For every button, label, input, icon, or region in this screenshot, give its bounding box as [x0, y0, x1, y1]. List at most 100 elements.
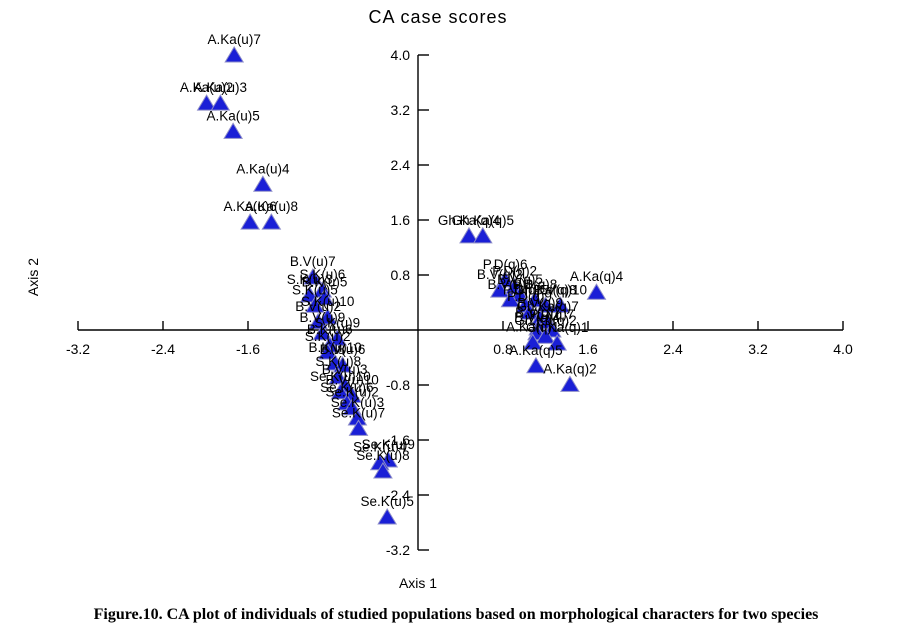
data-point-label: A.Ka(u)5	[206, 108, 259, 123]
data-point-label: B.V(u)10	[325, 372, 378, 387]
data-point-label: S.K(u)8	[315, 354, 361, 369]
data-point-label: B.V(u)6	[320, 342, 366, 357]
data-point-marker	[240, 213, 261, 230]
data-point-marker	[317, 307, 338, 325]
data-point-marker	[196, 94, 217, 111]
data-point-marker	[560, 375, 580, 392]
x-tick-label: 4.0	[833, 341, 853, 357]
y-tick-label: -1.6	[386, 432, 410, 448]
data-point-label: S.K(u)2	[305, 329, 351, 344]
data-point-marker	[550, 296, 571, 313]
data-point-label: S.K(u)3	[287, 272, 333, 287]
data-point-label: Gh.Ka(q)8	[514, 282, 576, 297]
data-point-label: B.K(u)10	[308, 340, 361, 355]
data-point-marker	[547, 334, 568, 351]
y-tick-label: -3.2	[386, 542, 410, 558]
data-point-label: A.Ka(u)6	[223, 199, 276, 214]
data-point-label: A.Ka(u)2	[180, 80, 233, 95]
data-point-label: B.V(u)3	[322, 362, 368, 377]
y-tick-label: 2.4	[391, 157, 411, 173]
data-point-label: Se.K(u)9	[362, 437, 415, 452]
x-tick-label: -3.2	[66, 341, 90, 357]
data-point-marker	[535, 296, 556, 313]
x-tick-label: 3.2	[748, 341, 768, 357]
data-point-marker	[224, 46, 245, 63]
data-point-label: A.Ka(u)7	[208, 32, 261, 47]
data-point-label: Se.K(u)5	[361, 494, 414, 509]
x-tick-label: -1.6	[236, 341, 260, 357]
data-point-label: B.K(u)6	[307, 322, 353, 337]
y-tick-label: -2.4	[386, 487, 410, 503]
y-tick-label: 3.2	[391, 102, 411, 118]
data-point-label: Gh.Ka(q)5	[452, 213, 514, 228]
y-tick-label: -0.8	[386, 377, 410, 393]
x-axis-title: Axis 1	[398, 575, 438, 591]
data-point-label: A.Ka(q)1	[506, 319, 559, 334]
data-point-marker	[223, 122, 244, 139]
data-point-label: Se.K(u)8	[356, 448, 409, 463]
data-point-label: B.V(q)8	[488, 277, 534, 292]
data-point-label: Gh.Ka(q)7	[516, 299, 578, 314]
data-point-label: A.Ka(u)4	[236, 161, 290, 176]
y-tick-label: 4.0	[391, 47, 411, 63]
data-point-marker	[252, 175, 273, 192]
data-point-label: B.V(q)9	[517, 295, 563, 310]
data-point-marker	[472, 226, 493, 244]
data-point-marker	[526, 356, 546, 374]
data-point-label: Gh.Ka(q)1	[526, 320, 588, 335]
data-point-marker	[377, 508, 398, 525]
data-point-label: P.D(q)6	[483, 257, 528, 272]
data-point-marker	[348, 419, 369, 436]
data-point-marker	[519, 303, 540, 320]
x-tick-label: -2.4	[151, 341, 175, 357]
data-point-label: B.V(q)2	[477, 267, 523, 282]
data-point-label: A.Ka(q)4	[570, 269, 624, 284]
figure-caption: Figure.10. CA plot of individuals of stu…	[93, 606, 819, 623]
data-point-label: A.Ka(q)5	[509, 343, 562, 358]
data-point-label: B.V(u)9	[299, 310, 345, 325]
x-tick-label: 2.4	[663, 341, 683, 357]
data-point-marker	[373, 461, 393, 479]
data-point-marker	[522, 333, 543, 350]
data-point-marker	[317, 343, 338, 360]
data-point-label: B.V(q)4	[514, 310, 560, 325]
data-point-label: S.K(u)9	[314, 315, 360, 330]
data-point-label: B.V(q)5	[497, 272, 543, 287]
data-point-marker	[330, 382, 351, 400]
data-point-label: P.D(q)7	[529, 307, 574, 322]
x-tick-label: 1.6	[578, 341, 598, 357]
data-point-label: P.D(q)9	[507, 289, 552, 304]
data-point-label: Se.K(u)10	[310, 369, 371, 384]
data-point-label: Se.K(u)2	[325, 385, 378, 400]
data-point-marker	[524, 290, 545, 308]
data-point-label: P.D(q)2	[492, 264, 537, 279]
data-point-marker	[586, 283, 607, 300]
data-point-label: A.Ka(u)8	[245, 199, 298, 214]
chart-title: CA case scores	[368, 7, 508, 27]
data-point-marker	[305, 296, 325, 313]
data-point-label: B.V(u)2	[295, 299, 341, 314]
data-point-label: Se.K(u)4	[353, 440, 407, 455]
data-point-label: P.D(q)5	[503, 282, 548, 297]
data-point-marker	[302, 268, 323, 285]
data-point-marker	[261, 213, 282, 230]
data-point-marker	[489, 281, 510, 298]
data-point-marker	[500, 290, 521, 308]
data-point-marker	[210, 94, 231, 111]
data-point-label: S.K(u)10	[301, 294, 354, 309]
data-point-label: S.K(u)6	[299, 267, 345, 282]
data-point-marker	[312, 323, 333, 341]
x-tick-label: 0.8	[493, 341, 513, 357]
data-point-marker	[535, 327, 556, 344]
data-point-label: S.K(u)5	[292, 282, 338, 297]
data-point-label: Gh.Ka(q)4	[438, 213, 501, 228]
data-point-label: B.V(q)10	[534, 282, 587, 297]
data-point-label: B.V(q)7	[515, 305, 561, 320]
data-point-label: Se.K(u)3	[331, 395, 384, 410]
data-point-label: Gh.Ka(q)2	[514, 313, 576, 328]
data-point-label: B.V(u)7	[290, 254, 336, 269]
data-point-marker	[459, 226, 479, 244]
y-tick-label: 0.8	[391, 267, 411, 283]
data-point-label: Se.K(u)7	[332, 405, 385, 420]
